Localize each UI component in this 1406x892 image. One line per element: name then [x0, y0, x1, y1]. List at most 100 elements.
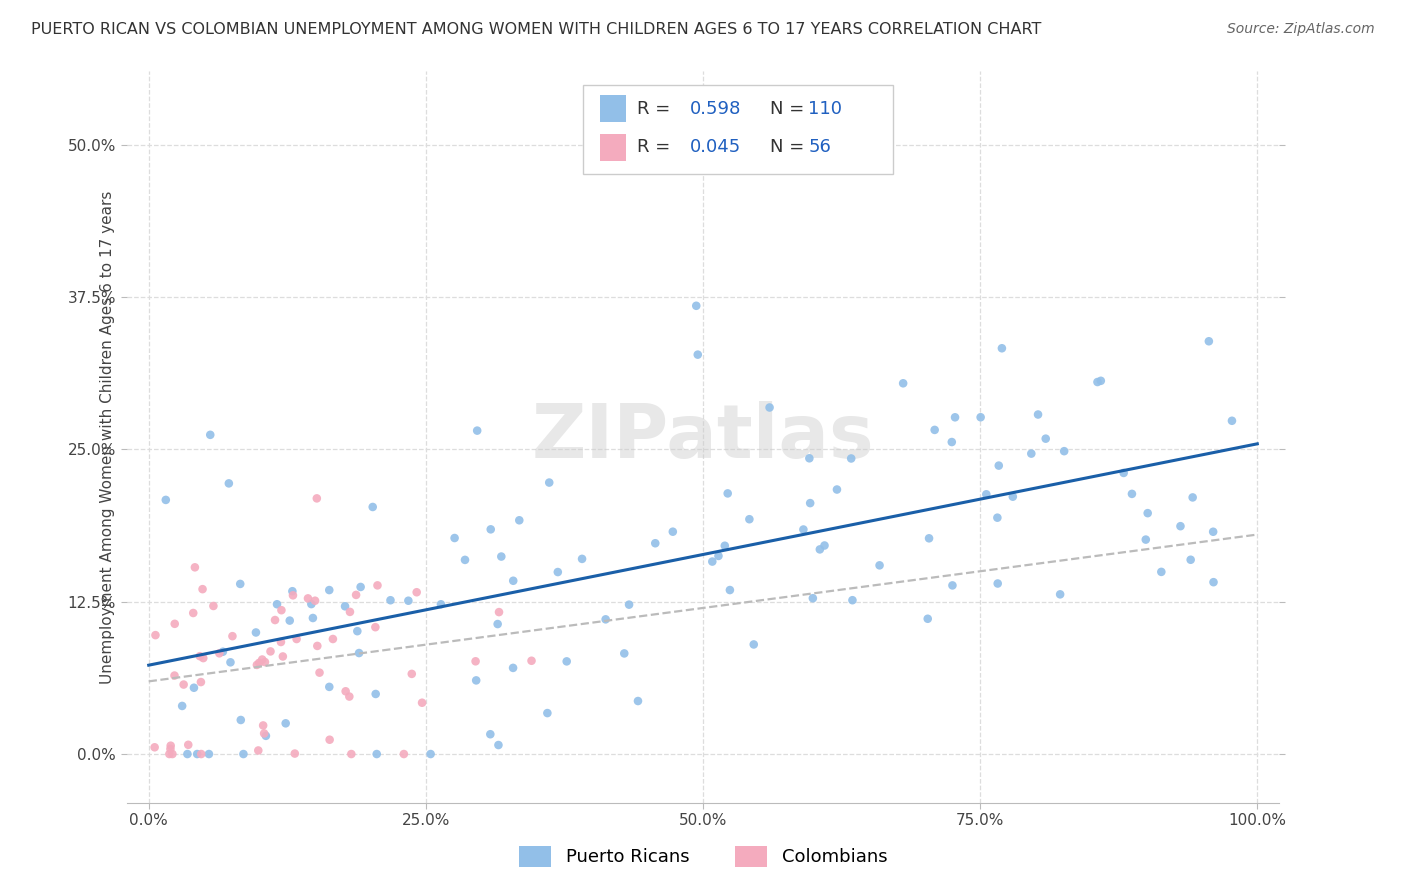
Point [253, 655, 276, 669]
Point [1049, 587, 1071, 601]
Point [808, 542, 831, 557]
Point [707, 549, 730, 563]
Text: PUERTO RICAN VS COLOMBIAN UNEMPLOYMENT AMONG WOMEN WITH CHILDREN AGES 6 TO 17 YE: PUERTO RICAN VS COLOMBIAN UNEMPLOYMENT A… [31, 22, 1042, 37]
Point [163, 668, 186, 682]
Point [841, 593, 863, 607]
Point [488, 738, 510, 752]
Point [270, 603, 292, 617]
Text: Source: ZipAtlas.com: Source: ZipAtlas.com [1227, 22, 1375, 37]
Point [346, 624, 368, 639]
Point [991, 341, 1014, 355]
Text: R =: R = [637, 138, 676, 156]
Point [1021, 447, 1043, 461]
Point [221, 629, 243, 643]
Point [246, 657, 269, 672]
Point [177, 738, 200, 752]
Point [1202, 575, 1225, 590]
Point [202, 599, 225, 613]
Point [274, 716, 297, 731]
Point [758, 401, 780, 415]
Point [1181, 491, 1204, 505]
Point [364, 687, 387, 701]
Point [145, 628, 167, 642]
Point [1001, 490, 1024, 504]
Point [340, 747, 363, 761]
Point [212, 645, 235, 659]
Point [799, 451, 821, 466]
Point [172, 698, 194, 713]
Point [502, 574, 524, 588]
Point [454, 553, 477, 567]
Point [644, 536, 666, 550]
Point [717, 486, 740, 500]
Point [547, 565, 569, 579]
Point [976, 487, 998, 501]
Point [488, 605, 510, 619]
Point [232, 747, 254, 761]
Point [157, 747, 180, 761]
Point [264, 613, 287, 627]
Point [344, 588, 367, 602]
Point [1136, 506, 1159, 520]
Point [349, 580, 371, 594]
Point [396, 593, 419, 607]
Point [941, 435, 963, 450]
Point [143, 740, 166, 755]
Point [218, 476, 240, 491]
Point [714, 539, 737, 553]
Point [198, 747, 221, 761]
Point [307, 639, 329, 653]
Point [186, 747, 208, 761]
Point [335, 684, 357, 698]
Point [163, 616, 186, 631]
Point [200, 427, 222, 442]
Point [918, 531, 941, 545]
Point [718, 582, 741, 597]
Point [347, 646, 370, 660]
Point [479, 727, 502, 741]
Point [419, 747, 441, 761]
Point [986, 510, 1008, 524]
Point [627, 694, 650, 708]
Point [491, 549, 513, 564]
Point [801, 591, 824, 606]
Point [305, 491, 328, 506]
Point [1220, 414, 1243, 428]
Text: ZIPatlas: ZIPatlas [531, 401, 875, 474]
Point [508, 513, 530, 527]
Point [1026, 408, 1049, 422]
Point [159, 739, 181, 753]
Point [304, 593, 326, 607]
Point [162, 747, 184, 761]
Point [339, 605, 361, 619]
Point [411, 696, 433, 710]
Point [392, 747, 415, 761]
Point [401, 666, 423, 681]
Point [1090, 374, 1112, 388]
Point [281, 584, 304, 599]
Point [271, 649, 294, 664]
Point [219, 656, 242, 670]
Point [318, 732, 340, 747]
Text: 0.598: 0.598 [690, 100, 742, 118]
Point [176, 747, 198, 761]
Point [799, 496, 821, 510]
Point [322, 632, 344, 646]
Point [333, 599, 356, 614]
Text: N =: N = [770, 100, 810, 118]
Point [571, 552, 593, 566]
Point [742, 637, 765, 651]
Point [479, 522, 502, 536]
Point [1202, 524, 1225, 539]
Point [380, 593, 402, 607]
Point [430, 597, 453, 611]
Point [208, 646, 231, 660]
Point [191, 582, 214, 596]
Point [254, 729, 277, 743]
Point [613, 647, 636, 661]
Point [318, 680, 340, 694]
Point [891, 376, 914, 391]
Point [285, 632, 308, 646]
Point [318, 583, 340, 598]
Point [987, 458, 1010, 473]
